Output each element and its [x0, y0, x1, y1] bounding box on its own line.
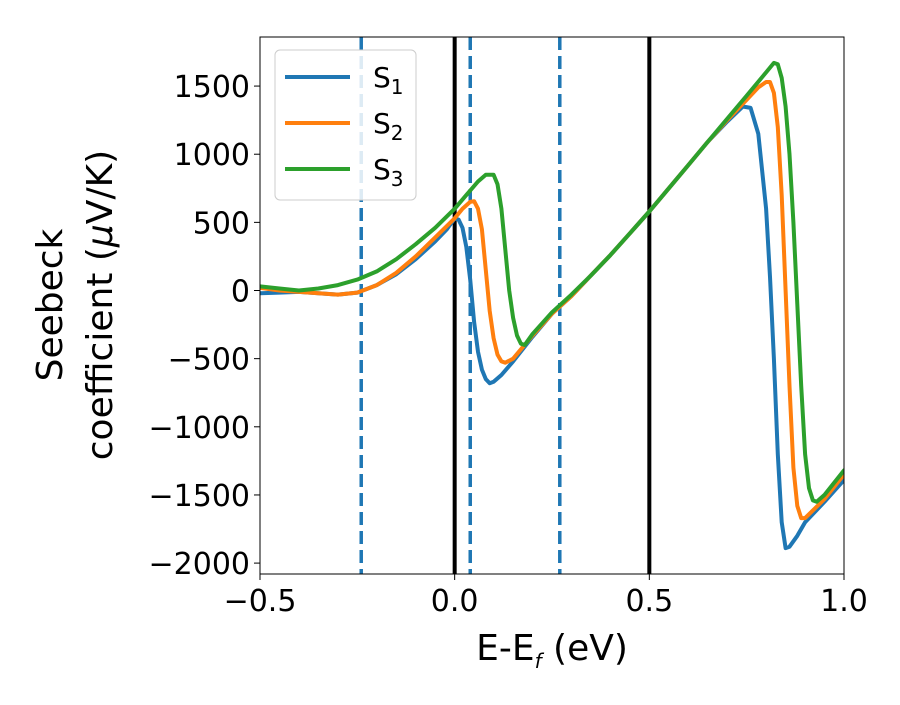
x-tick-label: 1.0	[820, 584, 868, 619]
y-tick-label: 0	[231, 275, 250, 310]
y-tick-label: −1500	[149, 479, 250, 514]
y-tick-label: −1000	[149, 411, 250, 446]
plot-frame	[259, 36, 845, 575]
legend-label-3: S3	[373, 153, 404, 191]
y-axis-label: Seebeck coefficient (μV/K)	[30, 150, 121, 460]
y-axis-label-line2: coefficient (μV/K)	[80, 150, 121, 460]
x-axis-label: E-Ef (eV)	[476, 628, 628, 673]
series-lines	[260, 60, 844, 551]
x-tick-label: 0.5	[625, 584, 673, 619]
legend-label-2: S2	[373, 107, 404, 145]
y-tick-label: 500	[193, 206, 250, 241]
legend: S1 S2 S3	[274, 49, 417, 201]
y-tick-label: 1000	[174, 138, 250, 173]
x-axis-ticks: −0.5 0.0 0.5 1.0	[224, 574, 868, 619]
y-axis-label-line1: Seebeck	[30, 228, 71, 381]
series-line-3	[260, 60, 844, 504]
y-tick-label: −2000	[149, 547, 250, 582]
y-tick-label: 1500	[174, 70, 250, 105]
x-tick-label: 0.0	[431, 584, 479, 619]
y-tick-label: −500	[168, 343, 250, 378]
x-tick-label: −0.5	[224, 584, 297, 619]
legend-label-1: S1	[373, 61, 404, 99]
y-axis-ticks: −2000 −1500 −1000 −500 0 500 1000 1500	[149, 70, 260, 582]
